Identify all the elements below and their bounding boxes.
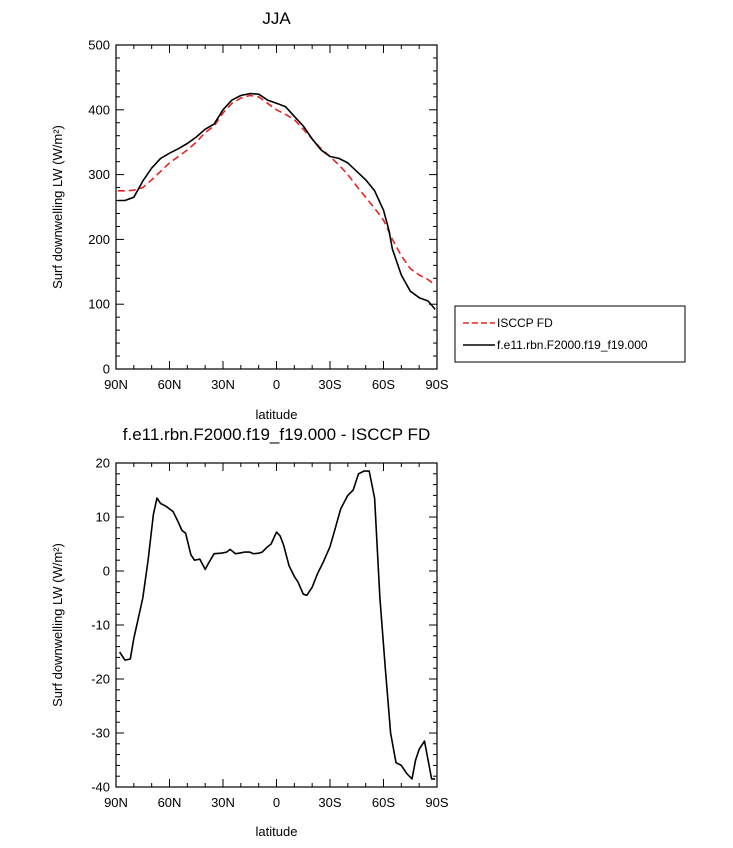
- y-tick-label: 400: [88, 102, 110, 117]
- y-tick-label: -10: [91, 618, 110, 633]
- x-tick-label: 60S: [372, 377, 395, 392]
- x-tick-label: 30N: [211, 377, 235, 392]
- x-tick-label: 60N: [158, 377, 182, 392]
- series-line-2: [117, 92, 436, 310]
- plot-frame: [115, 44, 438, 370]
- x-axis-label: latitude: [256, 407, 298, 422]
- y-axis-label: Surf downwelling LW (W/m²): [50, 125, 65, 289]
- chart-panel-1: JJA 0 100 200 300 400 500 90N 60N 30N 0 30S 60S 90S la…: [50, 9, 686, 422]
- x-tick-label: 30N: [211, 795, 235, 810]
- chart-title: JJA: [262, 9, 291, 28]
- plot-frame: [115, 462, 438, 788]
- y-tick-label: -40: [91, 780, 110, 795]
- y-tick-label: 0: [103, 564, 110, 579]
- legend-box: [454, 305, 686, 363]
- series-line-1: [117, 94, 436, 286]
- y-tick-label: 300: [88, 167, 110, 182]
- y-tick-label: 100: [88, 297, 110, 312]
- y-tick-label: 200: [88, 232, 110, 247]
- series-line-1: [118, 470, 436, 780]
- legend-label: f.e11.rbn.F2000.f19_f19.000: [497, 338, 648, 352]
- legend-label: ISCCP FD: [497, 316, 553, 330]
- x-tick-label: 0: [273, 795, 280, 810]
- chart-panel-2: f.e11.rbn.F2000.f19_f19.000 - ISCCP FD -4…: [50, 425, 449, 839]
- x-axis-label: latitude: [256, 824, 298, 839]
- y-tick-label: -30: [91, 726, 110, 741]
- x-tick-label: 30S: [318, 795, 341, 810]
- x-tick-label: 0: [273, 377, 280, 392]
- x-tick-label: 60S: [372, 795, 395, 810]
- y-tick-label: 500: [88, 38, 110, 53]
- chart-title: f.e11.rbn.F2000.f19_f19.000 - ISCCP FD: [123, 425, 430, 444]
- x-tick-label: 90N: [104, 795, 128, 810]
- y-tick-label: 0: [103, 362, 110, 377]
- x-tick-label: 90S: [425, 377, 448, 392]
- y-axis-label: Surf downwelling LW (W/m²): [50, 543, 65, 707]
- x-tick-label: 60N: [158, 795, 182, 810]
- y-tick-label: 20: [96, 456, 110, 471]
- legend: ISCCP FD f.e11.rbn.F2000.f19_f19.000: [454, 305, 686, 363]
- y-tick-label: 10: [96, 510, 110, 525]
- x-tick-label: 90N: [104, 377, 128, 392]
- x-tick-label: 30S: [318, 377, 341, 392]
- y-tick-label: -20: [91, 672, 110, 687]
- x-tick-label: 90S: [425, 795, 448, 810]
